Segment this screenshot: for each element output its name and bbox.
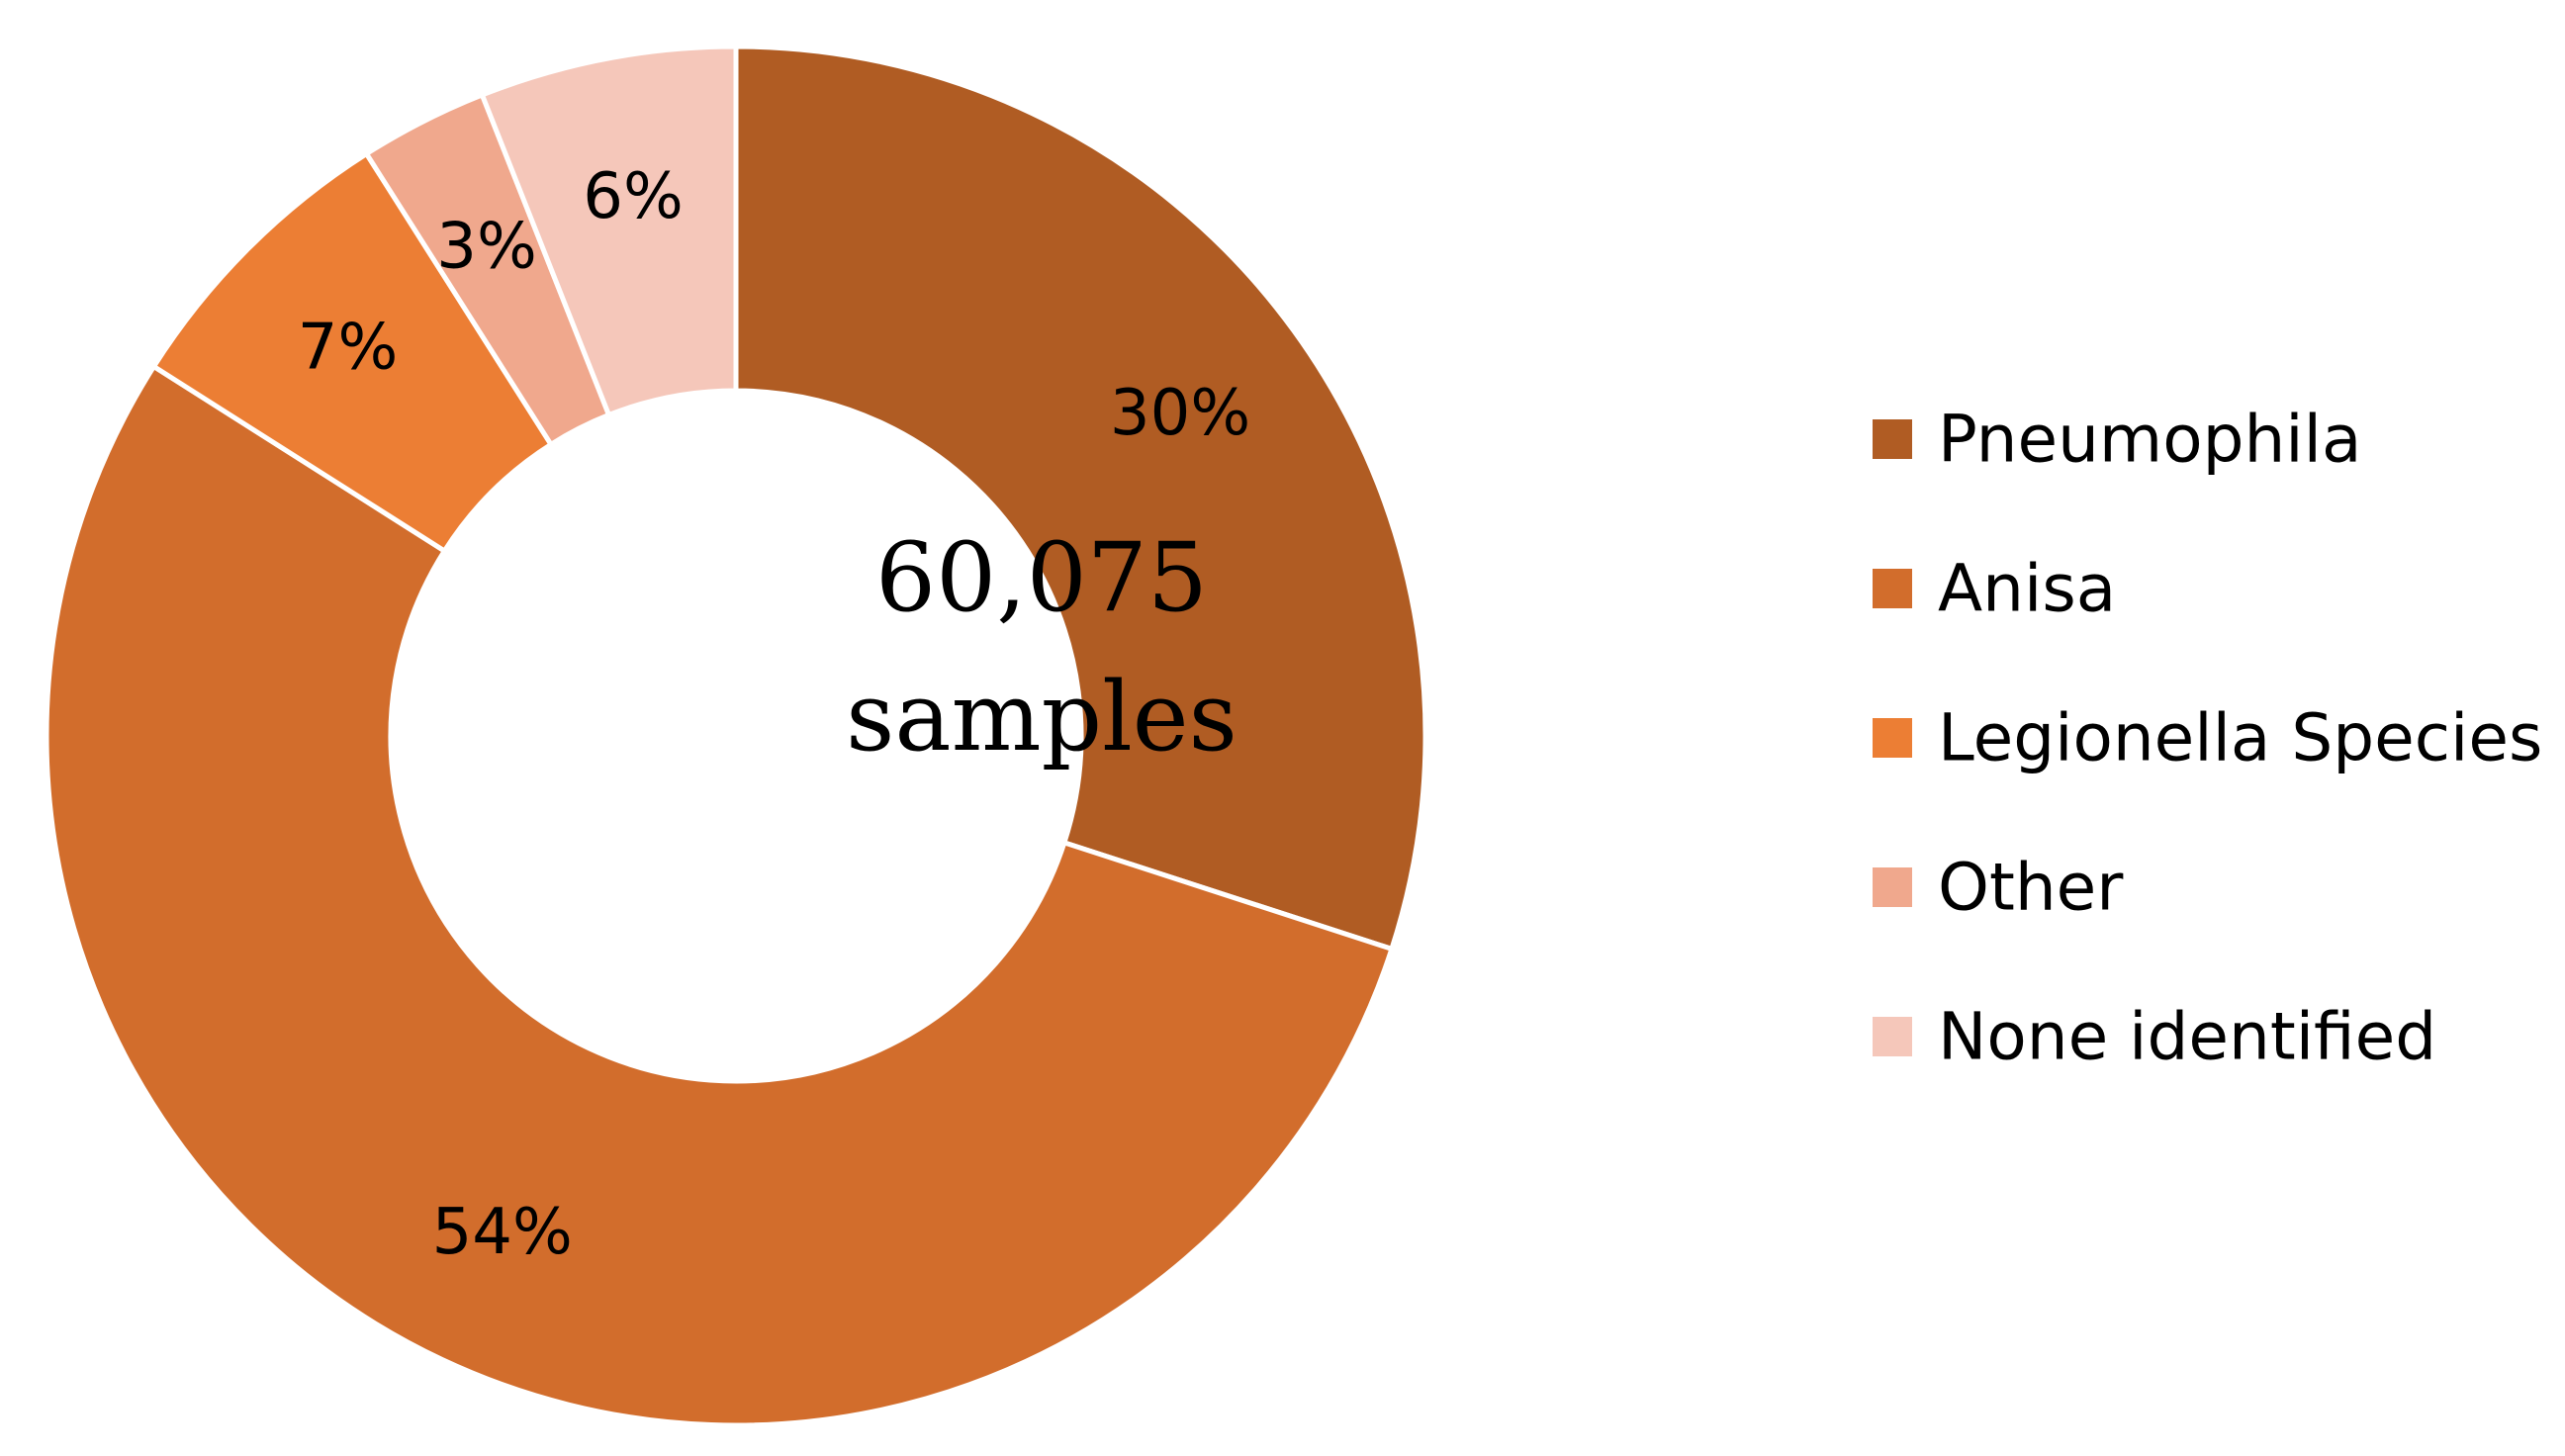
legend-swatch-none-identified	[1873, 1017, 1912, 1056]
center-label-line-2: samples	[846, 662, 1237, 773]
legend-label-anisa: Anisa	[1938, 551, 2116, 627]
legend-swatch-pneumophila	[1873, 419, 1912, 459]
legend-label-other: Other	[1938, 850, 2124, 926]
slice-label-none-identified: 6%	[583, 160, 684, 233]
legend-label-legionella-species: Legionella Species	[1938, 700, 2542, 776]
center-label: 60,075 samples	[846, 522, 1237, 773]
legend-swatch-anisa	[1873, 569, 1912, 608]
slice-pneumophila	[733, 44, 1428, 953]
slice-labels: 30% 54% 7% 3% 6%	[298, 160, 1250, 1269]
legend: Pneumophila Anisa Legionella Species Other N…	[1873, 402, 2542, 1075]
slice-label-anisa: 54%	[432, 1196, 573, 1269]
slices	[44, 44, 1428, 1428]
legend-label-none-identified: None identified	[1938, 999, 2436, 1075]
legend-swatch-other	[1873, 867, 1912, 907]
slice-label-pneumophila: 30%	[1110, 377, 1250, 450]
slice-none-identified	[479, 44, 739, 418]
legend-label-pneumophila: Pneumophila	[1938, 402, 2361, 478]
slice-label-legionella-species: 7%	[298, 312, 399, 385]
center-label-line-1: 60,075	[875, 522, 1208, 633]
slice-label-other: 3%	[436, 210, 537, 283]
legend-swatch-legionella-species	[1873, 718, 1912, 758]
slice-anisa	[44, 363, 1396, 1428]
